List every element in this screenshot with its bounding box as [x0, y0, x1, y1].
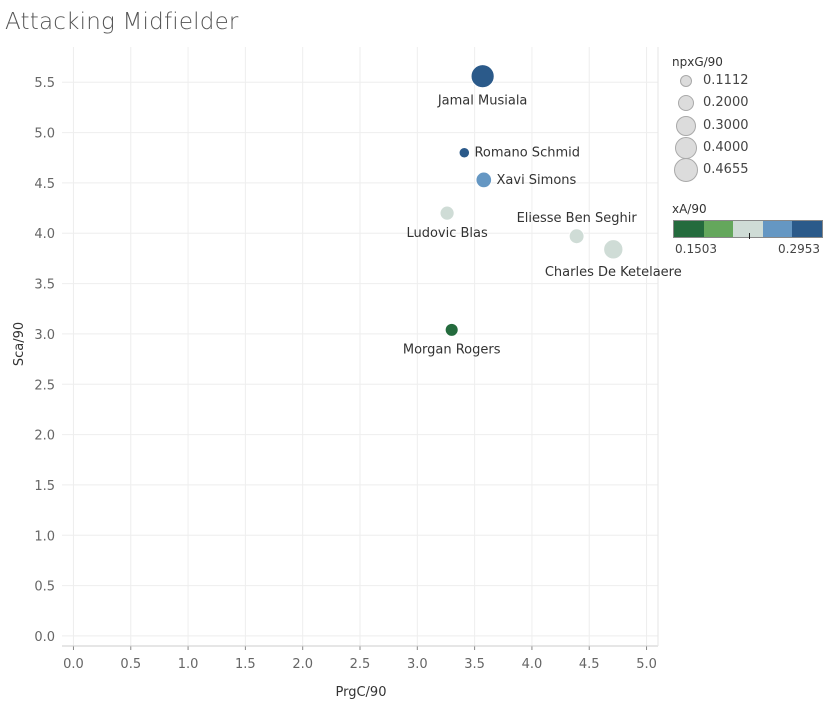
x-axis-label: PrgC/90 — [336, 685, 387, 700]
y-tick-label: 0.0 — [34, 630, 55, 645]
x-tick-label: 4.0 — [522, 657, 543, 672]
x-tick-label: 3.5 — [464, 657, 485, 672]
x-tick-label: 4.5 — [579, 657, 600, 672]
data-point[interactable] — [470, 64, 495, 89]
color-legend-segment — [733, 221, 763, 237]
y-tick-label: 2.5 — [34, 378, 55, 393]
point-label: Eliesse Ben Seghir — [517, 211, 638, 226]
point-label: Romano Schmid — [474, 146, 580, 161]
y-tick-label: 3.0 — [34, 328, 55, 343]
y-tick-label: 0.5 — [34, 580, 55, 595]
grid-lines — [62, 47, 658, 646]
point-label: Jamal Musiala — [437, 94, 528, 109]
size-circle-icon — [674, 158, 698, 182]
chart-title: Attacking Midfielder — [5, 9, 239, 35]
size-legend-item: 0.3000 — [672, 115, 822, 137]
color-legend-segment — [703, 221, 734, 237]
size-legend-label: 0.4655 — [703, 162, 749, 177]
color-legend-tick — [749, 233, 750, 239]
size-circle-icon — [675, 137, 697, 159]
x-tick-label: 1.5 — [235, 657, 256, 672]
size-circle-icon — [676, 116, 696, 136]
y-tick-label: 2.0 — [34, 429, 55, 444]
size-legend-item: 0.2000 — [672, 92, 822, 114]
x-tick-label: 0.0 — [63, 657, 84, 672]
point-label: Charles De Ketelaere — [545, 265, 682, 280]
size-legend-label: 0.3000 — [703, 118, 749, 133]
x-tick-label: 0.5 — [120, 657, 141, 672]
y-tick-label: 4.0 — [34, 227, 55, 242]
data-point[interactable] — [475, 171, 492, 189]
color-legend-max: 0.2953 — [778, 242, 820, 256]
x-tick-label: 3.0 — [407, 657, 428, 672]
color-legend-title: xA/90 — [672, 202, 707, 216]
y-axis-label: Sca/90 — [12, 322, 27, 366]
x-tick-label: 2.5 — [350, 657, 371, 672]
size-legend-label: 0.2000 — [703, 95, 749, 110]
color-legend-segment — [674, 221, 704, 237]
size-legend-item: 0.4000 — [672, 137, 822, 159]
data-point[interactable] — [603, 239, 624, 260]
color-legend-segment — [762, 221, 793, 237]
y-tick-label: 1.0 — [34, 529, 55, 544]
size-legend-item: 0.4655 — [672, 158, 822, 182]
size-legend: 0.1112 0.2000 0.3000 0.4000 0.4655 — [672, 70, 822, 182]
y-tick-label: 5.0 — [34, 127, 55, 142]
color-legend-min: 0.1503 — [675, 242, 717, 256]
color-legend-bar — [673, 220, 823, 238]
y-tick-label: 5.5 — [34, 76, 55, 91]
y-tick-label: 1.5 — [34, 479, 55, 494]
point-labels: Jamal Musiala Romano Schmid Xavi Simons Lud… — [403, 94, 682, 358]
data-point[interactable] — [568, 228, 585, 245]
size-legend-item: 0.1112 — [672, 70, 822, 92]
color-legend-segment — [792, 221, 822, 237]
size-circle-icon — [678, 95, 694, 111]
size-circle-icon — [680, 75, 692, 87]
x-tick-label: 5.0 — [636, 657, 657, 672]
x-tick-label: 1.0 — [178, 657, 199, 672]
y-tick-label: 4.5 — [34, 177, 55, 192]
x-tick-label: 2.0 — [292, 657, 313, 672]
y-tick-label: 3.5 — [34, 278, 55, 293]
data-point[interactable] — [458, 147, 470, 159]
data-point[interactable] — [444, 323, 459, 337]
data-point[interactable] — [439, 205, 455, 221]
size-legend-label: 0.1112 — [703, 73, 749, 88]
size-legend-title: npxG/90 — [672, 55, 723, 69]
point-label: Morgan Rogers — [403, 342, 501, 357]
data-points — [439, 64, 624, 337]
axes: 0.0 0.5 1.0 1.5 2.0 2.5 3.0 3.5 4.0 4.5 5.0 0.0 0.5 1… — [34, 47, 659, 672]
point-label: Ludovic Blas — [406, 226, 488, 241]
point-label: Xavi Simons — [497, 173, 577, 188]
size-legend-label: 0.4000 — [703, 140, 749, 155]
